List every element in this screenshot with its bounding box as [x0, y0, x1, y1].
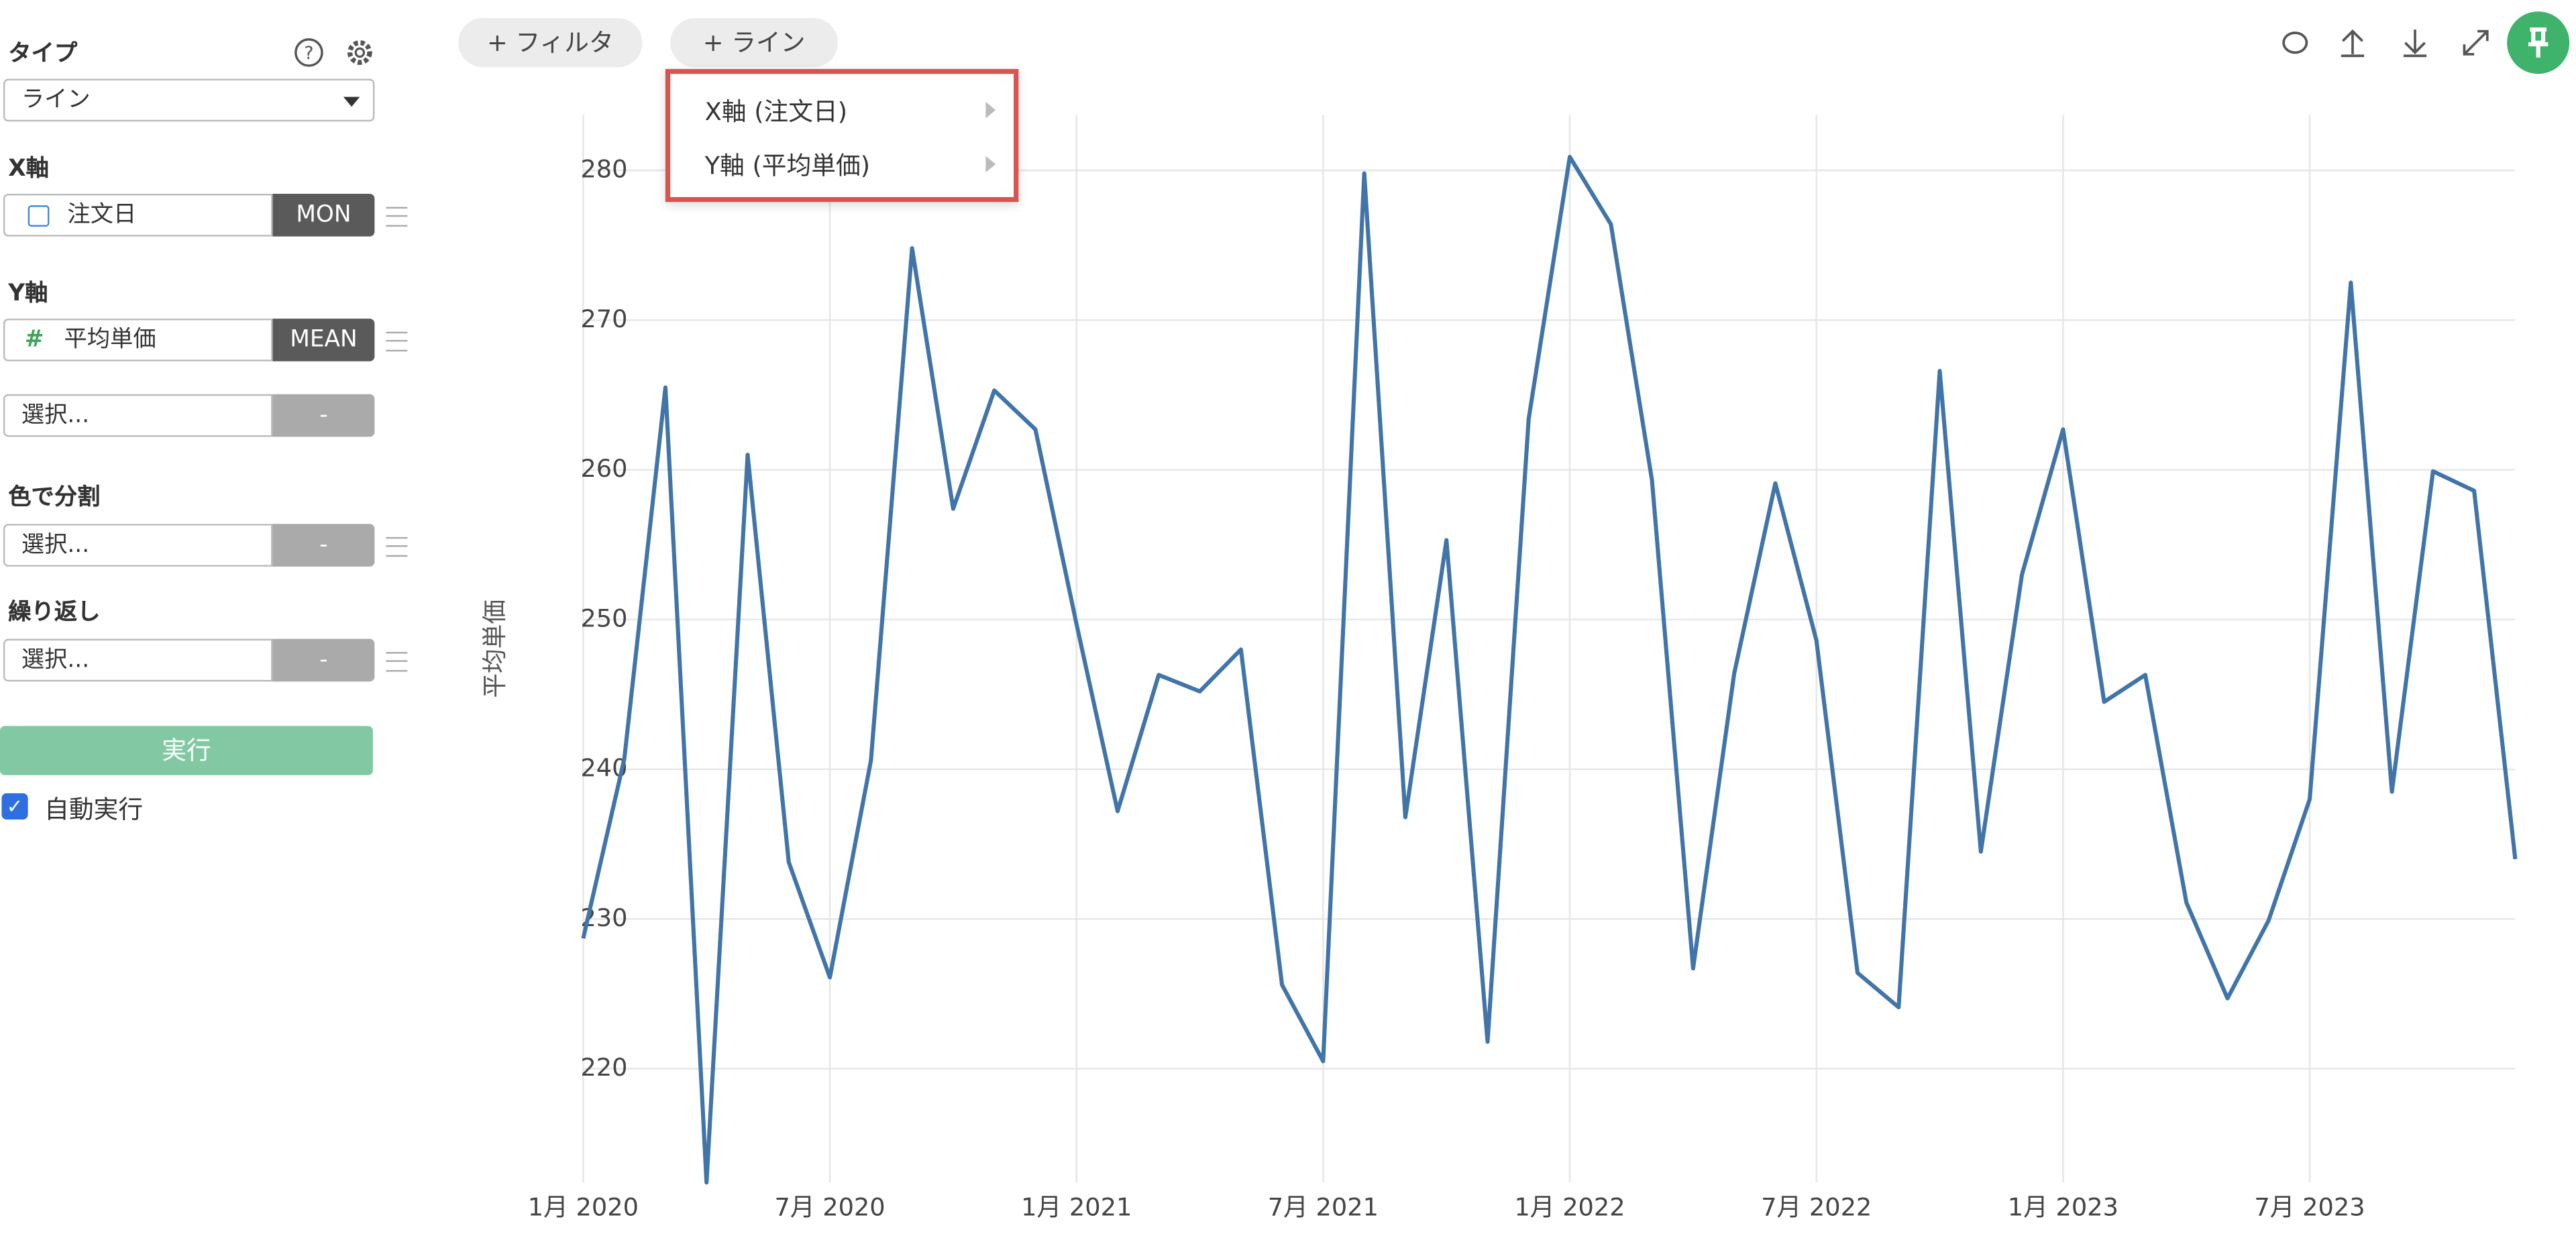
- y-menu[interactable]: [386, 331, 408, 352]
- x-tick-label: 1月 2021: [1021, 1192, 1132, 1221]
- type-select[interactable]: ライン: [3, 78, 375, 122]
- expand-icon[interactable]: [2463, 30, 2489, 56]
- axis-menu: X軸 (注文日) Y軸 (平均単価): [665, 68, 1019, 203]
- y-agg[interactable]: MEAN: [272, 319, 375, 361]
- x-tick-label: 1月 2020: [528, 1192, 639, 1221]
- x-field[interactable]: 注文日: [3, 193, 273, 237]
- upload-icon[interactable]: [2341, 29, 2365, 58]
- x-field-text: 注文日: [67, 202, 137, 229]
- comment-icon[interactable]: [2282, 32, 2308, 54]
- toolbar-icons: [2282, 29, 2489, 58]
- x-tick-label: 7月 2021: [1268, 1192, 1379, 1221]
- help-icon[interactable]: [294, 38, 323, 67]
- repeat-field[interactable]: 選択...: [3, 638, 273, 682]
- y-axis-label: 平均単価: [480, 600, 509, 698]
- x-tick-label: 7月 2022: [1761, 1192, 1872, 1221]
- type-label: タイプ: [8, 41, 78, 68]
- y2-field[interactable]: 選択...: [3, 394, 273, 437]
- x-label: X軸: [8, 156, 49, 182]
- x-tick-label: 1月 2022: [1514, 1192, 1625, 1221]
- repeat-label: 繰り返し: [8, 599, 101, 626]
- menu-item[interactable]: Y軸 (平均単価): [704, 151, 871, 181]
- y-field-text: 平均単価: [64, 327, 156, 353]
- submenu-arrow: [985, 101, 1004, 119]
- repeat-agg[interactable]: -: [272, 638, 375, 682]
- y-tick-label: 260: [580, 454, 627, 483]
- x-tick-label: 7月 2023: [2254, 1192, 2365, 1221]
- y-tick-label: 220: [580, 1053, 627, 1082]
- y-tick-label: 270: [580, 304, 627, 333]
- x-agg[interactable]: MON: [272, 193, 375, 237]
- menu-item[interactable]: X軸 (注文日): [704, 97, 848, 127]
- svg-text:?: ?: [304, 43, 313, 64]
- dropdown-arrow: [343, 97, 360, 115]
- x-tick-label: 7月 2020: [774, 1192, 885, 1221]
- number-icon: #: [24, 327, 44, 353]
- download-icon[interactable]: [2403, 30, 2427, 58]
- auto-run-checkbox[interactable]: ✓: [1, 793, 28, 820]
- line-button[interactable]: + ライン: [670, 17, 838, 68]
- x-menu[interactable]: [386, 207, 408, 227]
- pin-icon: [2528, 27, 2548, 58]
- color-agg[interactable]: -: [272, 524, 375, 567]
- color-label: 色で分割: [8, 484, 101, 511]
- run-button[interactable]: 実行: [0, 726, 373, 775]
- filter-button[interactable]: + フィルタ: [458, 17, 643, 68]
- x-tick-label: 1月 2023: [2008, 1192, 2118, 1221]
- line-series: [581, 154, 2518, 1185]
- color-field[interactable]: 選択...: [3, 524, 273, 567]
- type-icons: ?: [294, 38, 372, 67]
- repeat-menu[interactable]: [386, 652, 408, 672]
- settings-icon[interactable]: [347, 40, 372, 65]
- color-menu[interactable]: [386, 536, 408, 557]
- y2-agg[interactable]: -: [272, 394, 375, 437]
- type-value: ライン: [21, 87, 91, 113]
- y-label: Y軸: [8, 280, 48, 307]
- y-field[interactable]: # 平均単価: [3, 319, 273, 361]
- auto-run-label: 自動実行: [44, 795, 144, 825]
- submenu-arrow: [985, 156, 1004, 173]
- y-tick-label: 250: [580, 604, 627, 632]
- y-tick-label: 280: [580, 155, 627, 184]
- calendar-icon: [28, 205, 50, 227]
